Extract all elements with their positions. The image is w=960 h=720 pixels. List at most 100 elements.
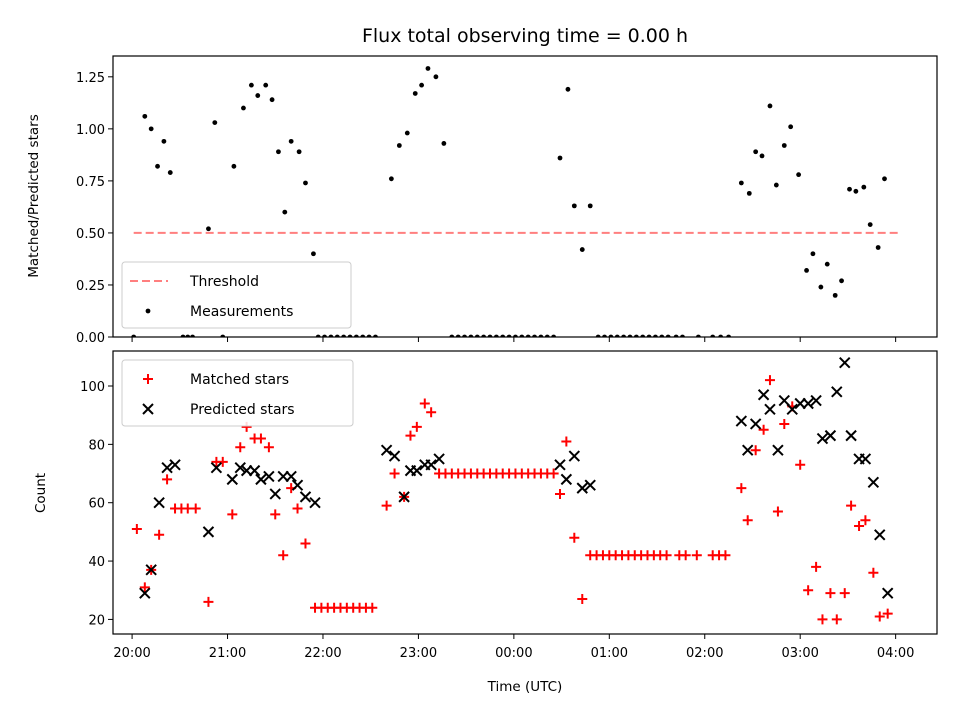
data-point bbox=[367, 602, 378, 613]
data-point bbox=[868, 567, 879, 578]
legend-entry-label: Matched stars bbox=[190, 372, 289, 388]
data-point bbox=[296, 149, 302, 155]
y-tick-label: 0.25 bbox=[76, 279, 105, 294]
axes-frame bbox=[112, 350, 938, 635]
data-point bbox=[419, 398, 430, 409]
data-point bbox=[139, 582, 150, 593]
legend-entry-label: Measurements bbox=[190, 304, 293, 320]
data-point bbox=[561, 436, 572, 447]
data-point bbox=[867, 476, 880, 488]
data-point bbox=[255, 433, 266, 444]
data-point bbox=[750, 445, 761, 456]
data-point bbox=[404, 130, 410, 136]
data-point bbox=[231, 163, 237, 169]
data-point bbox=[398, 491, 410, 503]
data-point bbox=[167, 170, 173, 175]
data-point bbox=[847, 186, 852, 192]
y-tick-label: 40 bbox=[88, 555, 105, 570]
data-point bbox=[875, 245, 881, 250]
data-point bbox=[300, 538, 311, 549]
data-point bbox=[691, 550, 702, 561]
data-point bbox=[153, 497, 165, 509]
data-point bbox=[753, 149, 759, 155]
data-point bbox=[234, 461, 246, 474]
x-tick-label: 21:00 bbox=[209, 646, 246, 661]
data-point bbox=[853, 188, 859, 194]
data-point bbox=[433, 453, 445, 465]
data-point bbox=[292, 503, 303, 514]
data-point bbox=[831, 386, 843, 398]
data-point bbox=[571, 203, 577, 209]
data-point bbox=[845, 429, 857, 442]
data-point bbox=[388, 176, 394, 182]
data-point bbox=[426, 407, 437, 418]
bottom-x-axis-label: Time (UTC) bbox=[487, 679, 563, 695]
data-point bbox=[802, 397, 814, 410]
data-point bbox=[554, 488, 565, 499]
data-point bbox=[767, 103, 773, 109]
axes-frame bbox=[112, 55, 938, 338]
data-point bbox=[810, 251, 816, 257]
data-point bbox=[161, 138, 167, 144]
data-point bbox=[882, 176, 887, 182]
data-point bbox=[720, 550, 731, 561]
data-point bbox=[161, 461, 173, 474]
data-point bbox=[779, 418, 790, 429]
data-point bbox=[241, 105, 246, 111]
data-point bbox=[226, 473, 239, 486]
data-point bbox=[263, 470, 275, 483]
top-y-axis-label: Matched/Predicted stars bbox=[26, 114, 42, 277]
legend: Threshold Measurements bbox=[121, 261, 352, 329]
x-tick-label: 01:00 bbox=[591, 646, 628, 661]
y-tick-label: 20 bbox=[88, 613, 105, 628]
data-point bbox=[217, 456, 228, 467]
data-point bbox=[396, 143, 402, 148]
legend-entry-label: Predicted stars bbox=[190, 402, 295, 418]
data-point bbox=[804, 267, 809, 273]
data-point bbox=[832, 292, 838, 298]
data-point bbox=[810, 394, 822, 407]
data-point bbox=[874, 611, 885, 622]
data-point bbox=[803, 585, 814, 596]
data-point bbox=[411, 464, 423, 477]
data-point bbox=[839, 356, 851, 369]
data-point bbox=[381, 500, 392, 511]
data-point bbox=[825, 588, 836, 599]
data-point bbox=[772, 506, 783, 517]
data-point bbox=[882, 608, 893, 619]
data-point bbox=[569, 532, 580, 543]
data-point bbox=[749, 418, 762, 430]
data-point bbox=[796, 172, 802, 178]
data-point bbox=[145, 564, 157, 576]
data-point bbox=[859, 453, 872, 465]
data-point bbox=[742, 515, 753, 526]
data-point bbox=[206, 226, 211, 232]
data-point bbox=[788, 124, 794, 130]
data-point bbox=[425, 459, 437, 471]
data-point bbox=[824, 261, 830, 267]
data-point bbox=[811, 561, 822, 572]
data-point bbox=[817, 614, 828, 625]
x-tick-label: 03:00 bbox=[781, 646, 818, 661]
data-point bbox=[433, 74, 439, 80]
x-tick-label: 02:00 bbox=[686, 646, 723, 661]
data-point bbox=[389, 468, 400, 479]
data-point bbox=[772, 444, 784, 456]
data-point bbox=[131, 523, 142, 534]
data-point bbox=[661, 550, 672, 561]
data-point bbox=[255, 93, 261, 98]
data-point bbox=[831, 614, 842, 625]
data-point bbox=[759, 153, 765, 159]
data-point bbox=[269, 488, 281, 500]
x-tick-label: 04:00 bbox=[877, 646, 914, 661]
data-point bbox=[285, 470, 297, 483]
data-point bbox=[568, 450, 581, 462]
data-point bbox=[781, 143, 787, 148]
y-tick-label: 1.25 bbox=[76, 71, 105, 86]
top-plot-area: 0.00 0.25 0.50 0.75 1.00 1.25 Threshold Measure… bbox=[76, 55, 938, 346]
data-point bbox=[190, 503, 201, 514]
y-tick-label: 0.00 bbox=[76, 331, 105, 346]
data-point bbox=[282, 209, 288, 215]
data-point bbox=[548, 468, 559, 479]
